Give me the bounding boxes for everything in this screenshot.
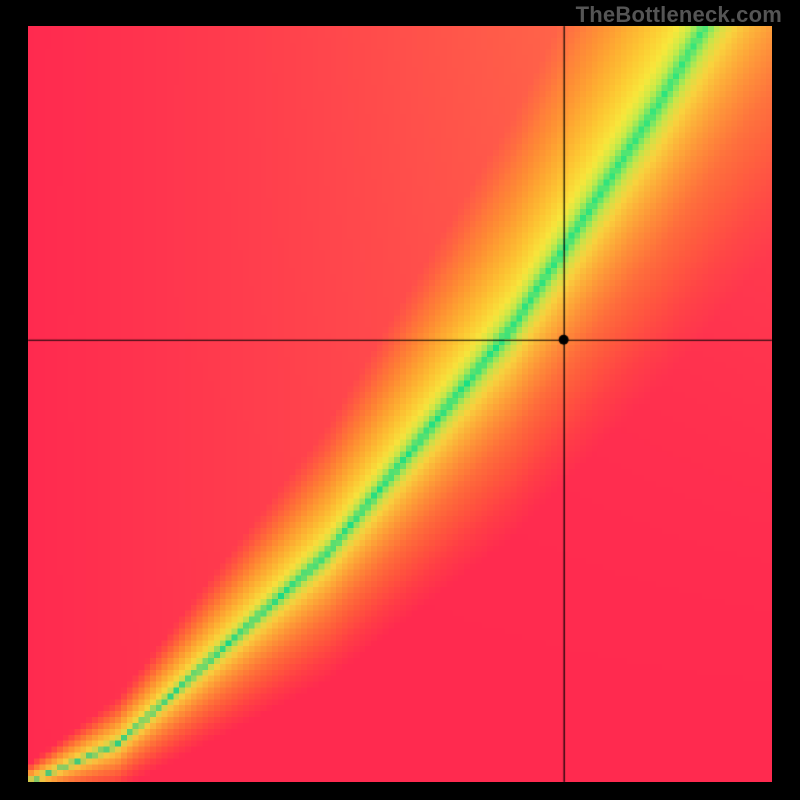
watermark-text: TheBottleneck.com (576, 2, 782, 28)
bottleneck-heatmap (28, 26, 772, 782)
chart-root: TheBottleneck.com (0, 0, 800, 800)
